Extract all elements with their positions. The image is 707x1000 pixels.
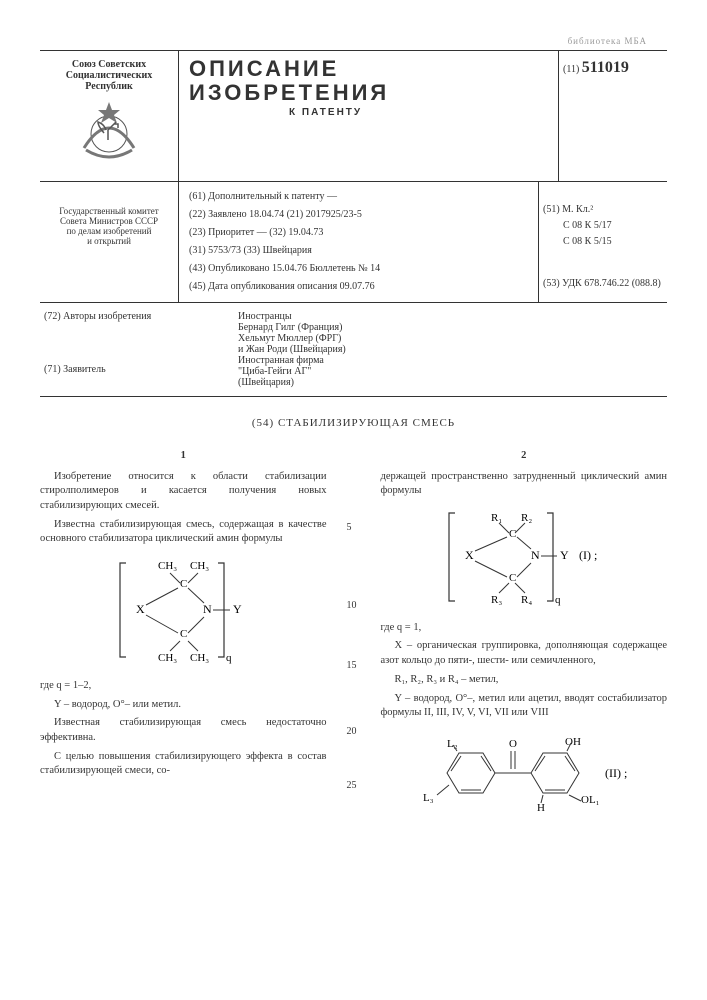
author-name: Хельмут Мюллер (ФРГ) <box>238 333 657 344</box>
column-number: 2 <box>381 449 668 464</box>
label-72: (72) Авторы изобретения <box>44 311 174 322</box>
title-block: ОПИСАНИЕ ИЗОБРЕТЕНИЯ К ПАТЕНТУ <box>178 51 559 181</box>
field-45: (45) Дата опубликования описания 09.07.7… <box>189 278 528 296</box>
chem-label: N <box>531 548 540 562</box>
issuer-line: Социалистических <box>44 70 174 81</box>
field-23: (23) Приоритет — (32) 19.04.73 <box>189 224 528 242</box>
chem-label: Y <box>233 602 242 616</box>
chem-label: N <box>203 602 212 616</box>
committee-line: по делам изобретений <box>44 226 174 236</box>
field-43: (43) Опубликовано 15.04.76 Бюллетень № 1… <box>189 260 528 278</box>
committee-line: Государственный комитет <box>44 206 174 216</box>
doc-number-block: (11) 511019 <box>559 51 667 181</box>
body-paragraph: где q = 1–2, <box>40 679 327 694</box>
chem-label: R₁ <box>491 512 502 524</box>
chem-label: X <box>136 602 145 616</box>
chem-label: C <box>180 628 187 640</box>
author-name: Бернард Гилг (Франция) <box>238 322 657 333</box>
patent-page: библиотека МБА Союз Советских Социалисти… <box>0 0 707 1000</box>
applicant-country: (Швейцария) <box>238 377 657 388</box>
chem-label: C <box>509 572 516 584</box>
body-paragraph: Y – водород, О°–, метил или ацетил, ввод… <box>381 692 668 721</box>
authors-block: (72) Авторы изобретения (71) Заявитель И… <box>40 303 667 397</box>
chemical-formula-1: CH₃ CH₃ C X N Y C CH₃ <box>40 555 327 671</box>
chem-label: q <box>226 652 232 664</box>
field-51-class: С 08 К 5/15 <box>543 234 663 250</box>
author-name: и Жан Роди (Швейцария) <box>238 344 657 355</box>
body-paragraph: Известна стабилизирующая смесь, содержащ… <box>40 518 327 547</box>
line-number: 10 <box>347 599 357 613</box>
field-51-label: (51) М. Кл.² <box>543 202 663 218</box>
committee-block: Государственный комитет Совета Министров… <box>40 182 178 302</box>
chem-label: OL₁ <box>581 794 600 806</box>
invention-title: (54) СТАБИЛИЗИРУЮЩАЯ СМЕСЬ <box>40 417 667 429</box>
chem-label: R₃ <box>491 594 502 606</box>
doc-number-label: (11) <box>563 64 579 75</box>
chem-label: O <box>509 738 517 750</box>
line-number: 20 <box>347 725 357 739</box>
body-paragraph: Y – водород, О°– или метил. <box>40 698 327 713</box>
chem-label: CH₃ <box>190 652 209 664</box>
biblio-right: (51) М. Кл.² С 08 К 5/17 С 08 К 5/15 (53… <box>539 182 667 302</box>
chem-label: L₂ <box>447 738 458 750</box>
line-number: 25 <box>347 779 357 793</box>
field-51-class: С 08 К 5/17 <box>543 218 663 234</box>
body-paragraph: держащей пространственно затрудненный ци… <box>381 470 668 499</box>
title-opisanie: ОПИСАНИЕ <box>189 57 548 81</box>
chem-label: q <box>555 594 561 606</box>
body-paragraph: С целью повышения стабилизирующего эффек… <box>40 750 327 779</box>
header-block: Союз Советских Социалистических Республи… <box>40 50 667 182</box>
committee-line: и открытий <box>44 236 174 246</box>
body-paragraph: R₁, R₂, R₃ и R₄ – метил, <box>381 673 668 688</box>
chem-label: Y <box>560 548 569 562</box>
line-numbers: 5 10 15 20 25 <box>347 449 361 837</box>
chem-label: L₃ <box>423 792 434 804</box>
authors-nationality: Иностранцы <box>238 311 657 322</box>
body-paragraph: Известная стабилизирующая смесь недостат… <box>40 716 327 745</box>
field-61: (61) Дополнительный к патенту — <box>189 188 528 206</box>
chem-label: CH₃ <box>190 560 209 572</box>
column-1: 1 Изобретение относится к области стабил… <box>40 449 327 837</box>
body-paragraph: где q = 1, <box>381 621 668 636</box>
chemical-formula-I: R₁ R₂ C X N Y C R₃ R₄ <box>381 507 668 613</box>
chem-label: C <box>180 578 187 590</box>
body-columns: 1 Изобретение относится к области стабил… <box>40 449 667 837</box>
library-stamp: библиотека МБА <box>568 36 647 46</box>
chem-label: H <box>537 802 545 814</box>
subtitle-patent: К ПАТЕНТУ <box>289 107 548 118</box>
line-number: 5 <box>347 521 352 535</box>
title-izobreteniya: ИЗОБРЕТЕНИЯ <box>189 81 548 105</box>
biblio-center: (61) Дополнительный к патенту — (22) Зая… <box>178 182 539 302</box>
chem-label: X <box>465 548 474 562</box>
chem-label: CH₃ <box>158 560 177 572</box>
ussr-emblem-icon <box>74 98 144 164</box>
label-71: (71) Заявитель <box>44 364 174 375</box>
line-number: 15 <box>347 659 357 673</box>
chem-label: OH <box>565 736 581 748</box>
applicant-name: "Циба-Гейги АГ" <box>238 366 657 377</box>
body-paragraph: Изобретение относится к области стабилиз… <box>40 470 327 514</box>
formula-number: (I) ; <box>579 548 597 562</box>
chemical-formula-II: L₂ L₃ O OH OL₁ <box>381 729 668 829</box>
issuer-line: Республик <box>44 81 174 92</box>
chem-label: CH₃ <box>158 652 177 664</box>
chem-label: R₂ <box>521 512 532 524</box>
chem-label: C <box>509 528 516 540</box>
committee-line: Совета Министров СССР <box>44 216 174 226</box>
doc-number: 511019 <box>582 59 629 76</box>
field-31: (31) 5753/73 (33) Швейцария <box>189 242 528 260</box>
issuer-block: Союз Советских Социалистических Республи… <box>40 51 178 181</box>
chem-label: R₄ <box>521 594 532 606</box>
biblio-block: Государственный комитет Совета Министров… <box>40 182 667 303</box>
applicant-nationality: Иностранная фирма <box>238 355 657 366</box>
body-paragraph: X – органическая группировка, дополняюща… <box>381 639 668 668</box>
field-53: (53) УДК 678.746.22 (088.8) <box>543 276 663 292</box>
field-22: (22) Заявлено 18.04.74 (21) 2017925/23-5 <box>189 206 528 224</box>
column-2: 2 держащей пространственно затрудненный … <box>381 449 668 837</box>
column-number: 1 <box>40 449 327 464</box>
issuer-line: Союз Советских <box>44 59 174 70</box>
formula-number: (II) ; <box>605 766 627 780</box>
